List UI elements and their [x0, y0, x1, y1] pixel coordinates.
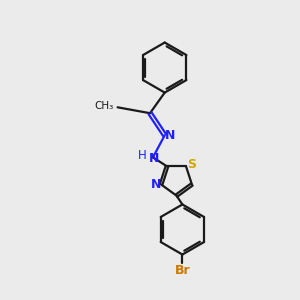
- Text: H: H: [138, 148, 147, 161]
- Text: N: N: [151, 178, 161, 191]
- Text: CH₃: CH₃: [95, 101, 114, 111]
- Text: Br: Br: [175, 264, 190, 277]
- Text: N: N: [149, 152, 160, 165]
- Text: S: S: [187, 158, 196, 171]
- Text: N: N: [165, 129, 175, 142]
